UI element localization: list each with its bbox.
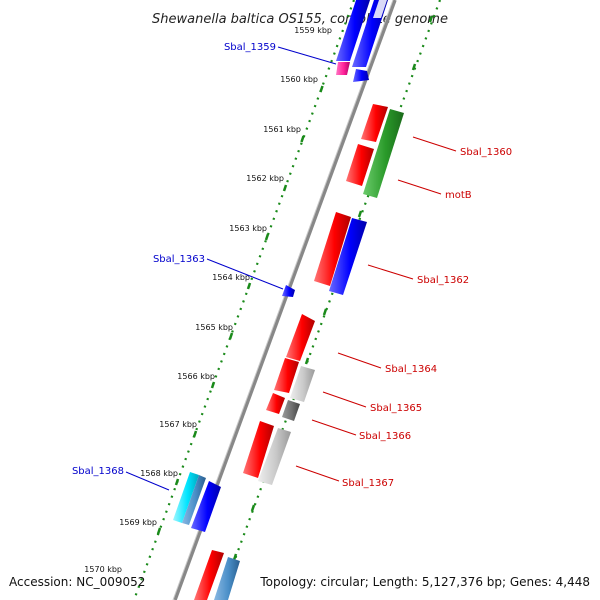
- map-title: Shewanella baltica OS155, complete genom…: [152, 12, 448, 27]
- tick-labels: 1559 kbp 1560 kbp 1561 kbp 1562 kbp 1563…: [84, 26, 332, 574]
- gene-label-sbal-1367[interactable]: Sbal_1367: [342, 478, 394, 489]
- tick-label-1568: 1568 kbp: [140, 469, 178, 478]
- gene-label-sbal-1359[interactable]: Sbal_1359: [224, 42, 276, 53]
- tick-label-1562: 1562 kbp: [246, 174, 284, 183]
- gene-label-sbal-1362[interactable]: Sbal_1362: [417, 275, 469, 286]
- gene-feature-blue-1368: [191, 481, 221, 532]
- gene-label-sbal-1365[interactable]: Sbal_1365: [370, 403, 422, 414]
- gene-features: [173, 0, 404, 600]
- tick-label-1560: 1560 kbp: [280, 75, 318, 84]
- tick-label-1570: 1570 kbp: [84, 565, 122, 574]
- inner-tick-marks: [156, 85, 324, 535]
- tick-label-1566: 1566 kbp: [177, 372, 215, 381]
- gene-label-sbal-1363[interactable]: Sbal_1363: [153, 254, 205, 265]
- gene-feature-red-bottom: [194, 550, 224, 600]
- gene-feature-sbal-1365: [290, 366, 315, 402]
- gene-feature-sbal-1360: [361, 104, 388, 142]
- gene-feature-magenta: [336, 62, 350, 75]
- tick-label-1565: 1565 kbp: [195, 323, 233, 332]
- tick-label-1559: 1559 kbp: [294, 26, 332, 35]
- tick-label-1567: 1567 kbp: [159, 420, 197, 429]
- tick-label-1563: 1563 kbp: [229, 224, 267, 233]
- gene-feature-sbal-1362: [329, 218, 367, 295]
- gene-feature-blue-arrowhead-top: [353, 69, 369, 82]
- gene-feature-sbal-1366: [282, 400, 300, 421]
- gene-feature-red-1362: [314, 212, 351, 286]
- gene-label-sbal-1366[interactable]: Sbal_1366: [359, 431, 411, 442]
- gene-feature-sbal-1363: [282, 285, 295, 297]
- tick-label-1561: 1561 kbp: [263, 125, 301, 134]
- gene-feature-red-lower: [346, 144, 374, 186]
- tick-label-1564: 1564 kbp: [212, 273, 250, 282]
- topology-text: Topology: circular; Length: 5,127,376 bp…: [259, 575, 590, 589]
- gene-feature-sbal-1367: [258, 428, 291, 485]
- gene-label-sbal-1360[interactable]: Sbal_1360: [460, 147, 512, 158]
- gene-feature-red-1367: [243, 421, 274, 478]
- gene-labels: Sbal_1359 Sbal_1360 motB Sbal_1362 Sbal_…: [72, 42, 512, 489]
- gene-feature-blue-top-left: [336, 0, 370, 61]
- gene-feature-red-1365: [274, 358, 299, 393]
- tick-label-1569: 1569 kbp: [119, 518, 157, 527]
- accession-text: Accession: NC_009052: [9, 575, 145, 589]
- gene-feature-steelblue-1368: [182, 475, 206, 525]
- gene-feature-white-top: [373, 0, 387, 18]
- gene-feature-red-1366: [266, 393, 285, 414]
- gene-feature-sbal-1368: [173, 472, 199, 523]
- label-leader-lines: [125, 46, 457, 491]
- gene-feature-steelblue-bottom: [214, 557, 240, 600]
- gene-label-motb[interactable]: motB: [445, 190, 472, 201]
- gene-feature-motb: [363, 109, 404, 198]
- gene-feature-sbal-1364: [286, 314, 315, 361]
- gene-label-sbal-1368[interactable]: Sbal_1368: [72, 466, 124, 477]
- gene-label-sbal-1364[interactable]: Sbal_1364: [385, 364, 437, 375]
